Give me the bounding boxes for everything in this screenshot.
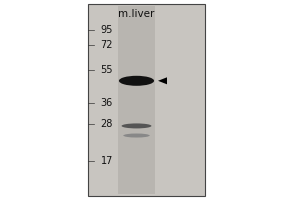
Ellipse shape — [123, 134, 150, 138]
Ellipse shape — [122, 123, 152, 128]
Text: 95: 95 — [100, 25, 113, 35]
Text: 72: 72 — [100, 40, 113, 50]
Text: 28: 28 — [100, 119, 113, 129]
Polygon shape — [158, 77, 167, 84]
Bar — [88, 4, 205, 196]
Text: 36: 36 — [101, 98, 113, 108]
Text: m.liver: m.liver — [118, 9, 155, 19]
Text: 17: 17 — [100, 156, 113, 166]
Bar — [118, 6, 155, 194]
Ellipse shape — [119, 76, 154, 86]
Text: 55: 55 — [100, 65, 113, 75]
